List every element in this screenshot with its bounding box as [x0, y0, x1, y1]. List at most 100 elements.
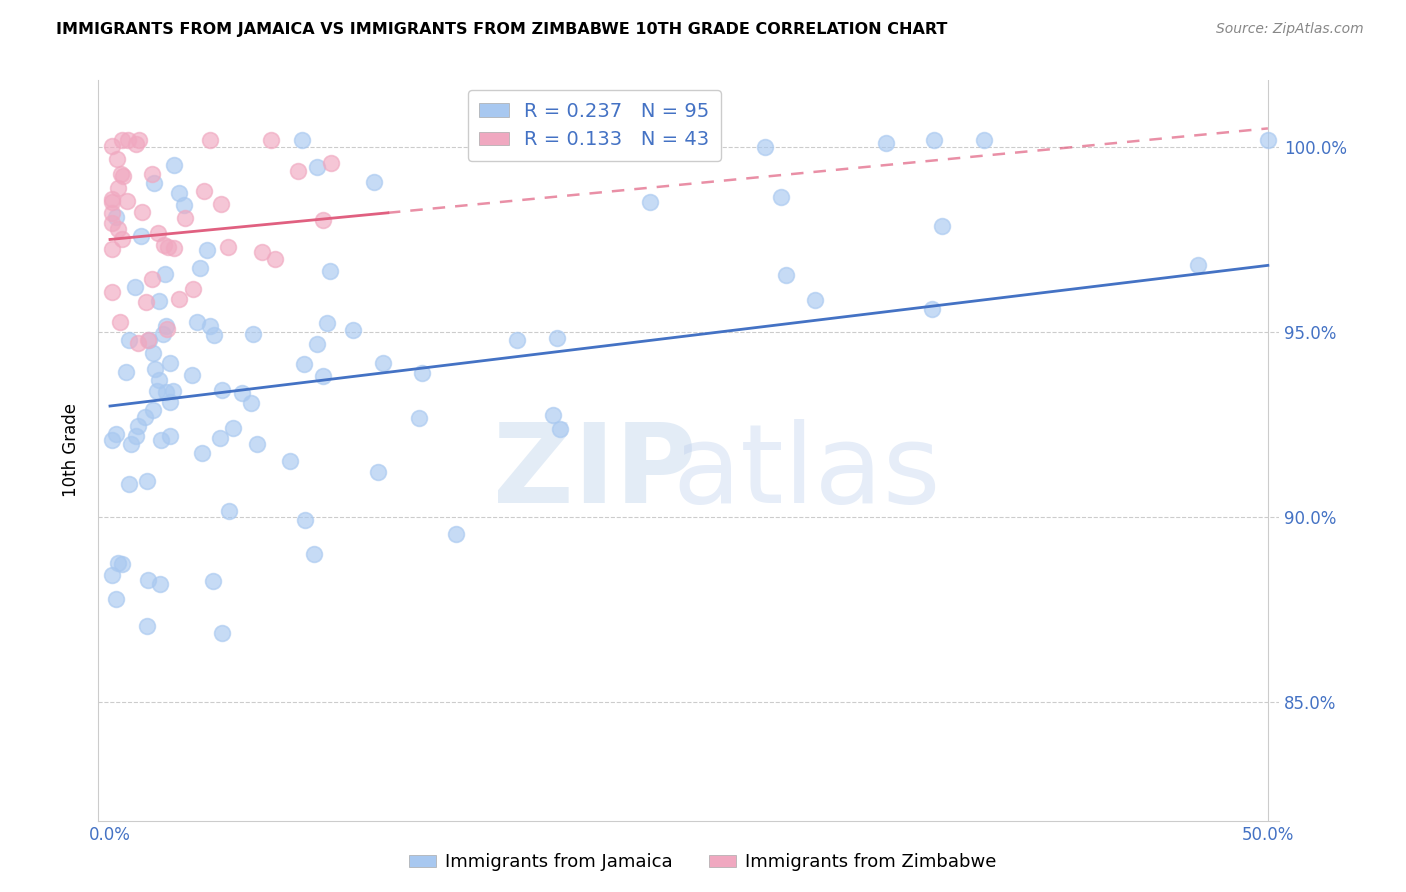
Point	[101, 216, 124, 230]
Point	[101, 433, 124, 447]
Point	[135, 619, 157, 633]
Point	[291, 132, 314, 146]
Point	[107, 557, 129, 571]
Point	[316, 316, 339, 330]
Point	[754, 140, 776, 154]
Point	[159, 429, 181, 443]
Point	[180, 368, 202, 382]
Point	[804, 293, 827, 308]
Point	[136, 474, 159, 488]
Point	[143, 361, 166, 376]
Point	[163, 158, 186, 172]
Point	[769, 190, 792, 204]
Point	[149, 576, 172, 591]
Point	[411, 366, 433, 380]
Point	[156, 240, 179, 254]
Point	[174, 211, 197, 226]
Point	[321, 155, 343, 169]
Legend: R = 0.237   N = 95, R = 0.133   N = 43: R = 0.237 N = 95, R = 0.133 N = 43	[468, 90, 721, 161]
Point	[208, 431, 231, 445]
Point	[193, 185, 215, 199]
Point	[104, 426, 127, 441]
Point	[922, 132, 945, 146]
Point	[155, 385, 177, 400]
Point	[150, 433, 173, 447]
Point	[231, 386, 253, 401]
Point	[101, 285, 124, 299]
Text: Source: ZipAtlas.com: Source: ZipAtlas.com	[1216, 22, 1364, 37]
Point	[201, 574, 224, 589]
Text: atlas: atlas	[673, 419, 941, 526]
Point	[169, 292, 191, 306]
Point	[312, 368, 335, 383]
Point	[342, 323, 364, 337]
Point	[202, 328, 225, 343]
Point	[221, 421, 243, 435]
Point	[131, 205, 153, 219]
Point	[136, 573, 159, 587]
Point	[120, 437, 142, 451]
Point	[173, 197, 195, 211]
Point	[921, 301, 943, 316]
Point	[141, 272, 163, 286]
Point	[503, 135, 526, 149]
Point	[108, 315, 131, 329]
Point	[159, 395, 181, 409]
Point	[319, 264, 342, 278]
Point	[159, 356, 181, 370]
Point	[115, 365, 138, 379]
Point	[186, 315, 208, 329]
Point	[142, 403, 165, 417]
Point	[101, 242, 124, 256]
Point	[135, 295, 157, 310]
Point	[287, 163, 309, 178]
Point	[246, 436, 269, 450]
Point	[101, 192, 124, 206]
Point	[107, 181, 129, 195]
Point	[198, 132, 221, 146]
Point	[312, 213, 335, 227]
Point	[371, 356, 394, 370]
Point	[305, 336, 328, 351]
Point	[363, 175, 385, 189]
Point	[107, 222, 129, 236]
Point	[134, 410, 156, 425]
Point	[278, 454, 301, 468]
Point	[125, 429, 148, 443]
Point	[240, 396, 263, 410]
Point	[546, 331, 568, 345]
Point	[506, 334, 529, 348]
Point	[118, 333, 141, 347]
Point	[931, 219, 953, 233]
Legend: Immigrants from Jamaica, Immigrants from Zimbabwe: Immigrants from Jamaica, Immigrants from…	[402, 847, 1004, 879]
Point	[307, 160, 329, 174]
Point	[875, 136, 897, 151]
Point	[148, 373, 170, 387]
Point	[198, 318, 221, 333]
Point	[110, 558, 132, 572]
Point	[367, 465, 389, 479]
Point	[250, 244, 273, 259]
Point	[128, 132, 150, 146]
Point	[260, 132, 283, 146]
Point	[242, 327, 264, 342]
Point	[302, 547, 325, 561]
Point	[145, 384, 167, 398]
Point	[188, 260, 211, 275]
Point	[101, 194, 124, 209]
Point	[1187, 258, 1209, 272]
Point	[142, 346, 165, 360]
Point	[973, 132, 995, 146]
Text: ZIP: ZIP	[492, 419, 696, 526]
Point	[162, 384, 184, 398]
Point	[444, 526, 467, 541]
Point	[541, 408, 564, 422]
Point	[124, 280, 146, 294]
Point	[117, 477, 139, 491]
Point	[548, 422, 571, 436]
Point	[115, 194, 138, 208]
Point	[148, 226, 170, 240]
Point	[101, 205, 124, 219]
Point	[105, 152, 128, 166]
Point	[264, 252, 287, 266]
